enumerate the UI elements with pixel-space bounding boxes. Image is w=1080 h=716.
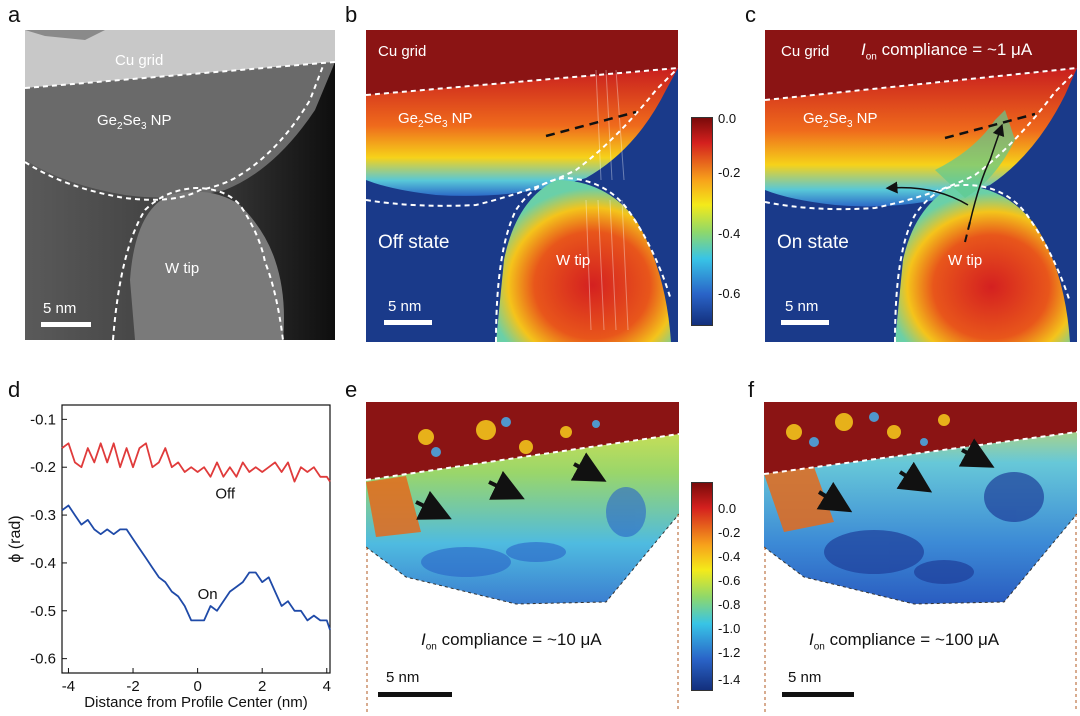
scale-bar-b <box>384 320 432 325</box>
np-label-a: Ge2Se3 NP <box>97 112 172 132</box>
y-tick-label: -0.6 <box>30 651 56 668</box>
cb2-tick-4: -0.8 <box>718 597 741 612</box>
cu-grid-label-b: Cu grid <box>378 43 427 60</box>
colorbar-2 <box>691 482 713 691</box>
panel-c-svg <box>765 30 1077 342</box>
compliance-label-c: Ion compliance = ~1 μA <box>861 40 1033 63</box>
annotation-on: On <box>198 586 218 603</box>
scale-bar-f <box>782 692 854 697</box>
plot-frame <box>61 404 331 674</box>
scale-label-c: 5 nm <box>785 298 819 315</box>
w-tip-label-c: W tip <box>948 252 983 269</box>
cb1-tick-2: -0.4 <box>718 226 741 241</box>
cb2-tick-5: -1.0 <box>718 621 741 636</box>
state-label-c: On state <box>777 232 849 253</box>
panel-a-tem-image: Cu grid Ge2Se3 NP W tip 5 nm <box>25 30 335 340</box>
cu-grid-label-c: Cu grid <box>781 43 830 60</box>
state-label-b: Off state <box>378 232 450 253</box>
y-axis-label: ϕ (rad) <box>7 515 24 562</box>
y-tick-label: -0.1 <box>30 411 56 428</box>
panel-label-c: c <box>745 2 756 27</box>
cb2-tick-2: -0.4 <box>718 549 741 564</box>
panel-a-svg <box>25 30 335 340</box>
y-tick-label: -0.3 <box>30 507 56 524</box>
panel-e-phase-map: Ion compliance = ~10 μA 5 nm <box>366 402 679 712</box>
panel-b-svg <box>366 30 678 342</box>
cb1-tick-0: 0.0 <box>718 111 737 126</box>
scale-bar-e <box>378 692 452 697</box>
x-tick-label: -4 <box>62 678 75 695</box>
series-line-on <box>61 504 331 631</box>
panel-label-b: b <box>345 2 358 27</box>
scale-label-f: 5 nm <box>788 669 822 686</box>
panel-label-d: d <box>8 377 21 402</box>
panel-label-f: f <box>748 377 755 402</box>
np-label-b: Ge2Se3 NP <box>398 110 473 130</box>
annotation-off: Off <box>215 485 236 502</box>
panel-c-phase-map: Cu grid Ion compliance = ~1 μA Ge2Se3 NP… <box>765 30 1077 342</box>
scale-bar-c <box>781 320 829 325</box>
w-tip-label-a: W tip <box>165 260 200 277</box>
np-label-c: Ge2Se3 NP <box>803 110 878 130</box>
cb2-tick-1: -0.2 <box>718 525 741 540</box>
cb2-tick-7: -1.4 <box>718 672 741 687</box>
y-tick-label: -0.5 <box>30 603 56 620</box>
x-axis-label: Distance from Profile Center (nm) <box>84 694 307 711</box>
x-tick-label: -2 <box>126 678 139 695</box>
w-tip-label-b: W tip <box>556 252 591 269</box>
compliance-label-e: Ion compliance = ~10 μA <box>421 630 602 653</box>
scale-label-a: 5 nm <box>43 300 77 317</box>
cb2-tick-6: -1.2 <box>718 645 741 660</box>
cb2-tick-0: 0.0 <box>718 501 737 516</box>
y-tick-label: -0.4 <box>30 555 56 572</box>
x-tick-label: 4 <box>323 678 331 695</box>
cb2-tick-3: -0.6 <box>718 573 741 588</box>
compliance-label-f: Ion compliance = ~100 μA <box>809 630 1000 653</box>
scale-label-e: 5 nm <box>386 669 420 686</box>
scale-label-b: 5 nm <box>388 298 422 315</box>
panel-b-phase-map: Cu grid Ge2Se3 NP W tip Off state 5 nm <box>366 30 678 342</box>
scale-bar-a <box>41 322 91 327</box>
panel-label-e: e <box>345 377 358 402</box>
series-line-off <box>61 442 331 483</box>
x-tick-label: 0 <box>193 678 201 695</box>
phase-profile-chart: -4 -2 0 2 4 -0.1 -0.2 -0.3 -0.4 -0.5 -0.6 Distance … <box>7 404 331 711</box>
panel-f-svg <box>764 402 1077 712</box>
colorbar-1 <box>691 117 713 326</box>
cb1-tick-3: -0.6 <box>718 286 741 301</box>
panel-f-phase-map: Ion compliance = ~100 μA 5 nm <box>764 402 1077 712</box>
panel-label-a: a <box>8 2 21 27</box>
x-tick-label: 2 <box>258 678 266 695</box>
y-tick-label: -0.2 <box>30 459 56 476</box>
panel-e-svg <box>366 402 679 712</box>
cb1-tick-1: -0.2 <box>718 165 741 180</box>
cu-grid-label-a: Cu grid <box>115 52 164 69</box>
